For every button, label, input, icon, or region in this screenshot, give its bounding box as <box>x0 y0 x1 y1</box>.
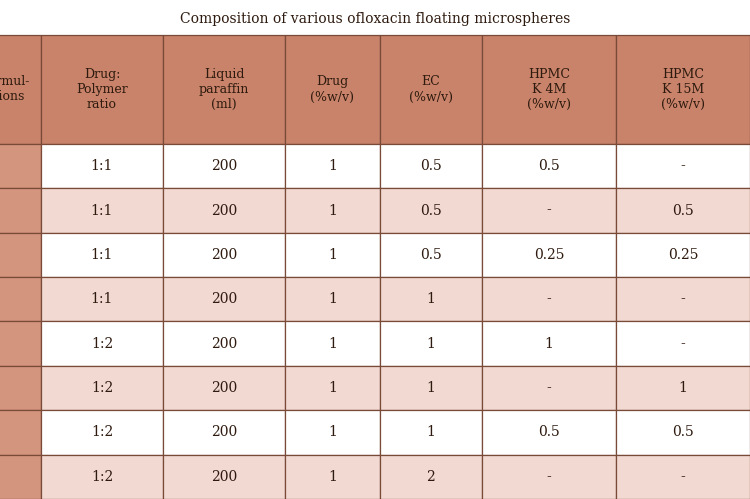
Text: 0.5: 0.5 <box>672 204 694 218</box>
Text: -: - <box>547 204 551 218</box>
Text: 200: 200 <box>211 292 237 306</box>
Text: EC
(%w/v): EC (%w/v) <box>409 75 453 103</box>
Text: 200: 200 <box>211 337 237 351</box>
Text: 1: 1 <box>328 159 337 173</box>
Text: 0.5: 0.5 <box>538 426 560 440</box>
Text: 1:1: 1:1 <box>91 292 113 306</box>
Text: 200: 200 <box>211 381 237 395</box>
Text: 1: 1 <box>427 337 435 351</box>
Text: 1: 1 <box>427 426 435 440</box>
Text: Composition of various ofloxacin floating microspheres: Composition of various ofloxacin floatin… <box>180 12 570 26</box>
Text: 1: 1 <box>427 381 435 395</box>
Text: -: - <box>547 381 551 395</box>
Text: 200: 200 <box>211 159 237 173</box>
Text: 2: 2 <box>427 470 435 484</box>
Text: 0.25: 0.25 <box>668 248 698 262</box>
Text: 1:1: 1:1 <box>91 204 113 218</box>
Text: HPMC
K 4M
(%w/v): HPMC K 4M (%w/v) <box>527 68 571 111</box>
Text: Drug:
Polymer
ratio: Drug: Polymer ratio <box>76 68 128 111</box>
Text: 0.5: 0.5 <box>538 159 560 173</box>
Text: 1:2: 1:2 <box>91 426 113 440</box>
Text: 1: 1 <box>328 381 337 395</box>
Text: 200: 200 <box>211 426 237 440</box>
Text: -: - <box>681 159 686 173</box>
Text: 1: 1 <box>328 426 337 440</box>
Text: 1: 1 <box>427 292 435 306</box>
Text: 0.5: 0.5 <box>420 248 442 262</box>
Text: 1:2: 1:2 <box>91 337 113 351</box>
Text: -: - <box>681 292 686 306</box>
Text: -: - <box>547 470 551 484</box>
Text: Drug
(%w/v): Drug (%w/v) <box>310 75 355 103</box>
Text: 0.5: 0.5 <box>672 426 694 440</box>
Text: HPMC
K 15M
(%w/v): HPMC K 15M (%w/v) <box>661 68 705 111</box>
Text: Liquid
paraffin
(ml): Liquid paraffin (ml) <box>199 68 249 111</box>
Text: 0.5: 0.5 <box>420 204 442 218</box>
Text: 1: 1 <box>328 204 337 218</box>
Text: 1: 1 <box>328 292 337 306</box>
Text: 1:1: 1:1 <box>91 159 113 173</box>
Text: 1: 1 <box>328 248 337 262</box>
Text: 1:2: 1:2 <box>91 470 113 484</box>
Text: 200: 200 <box>211 204 237 218</box>
Text: 1: 1 <box>328 337 337 351</box>
Text: 0.5: 0.5 <box>420 159 442 173</box>
Text: 200: 200 <box>211 470 237 484</box>
Text: Formul-
ations: Formul- ations <box>0 75 30 103</box>
Text: -: - <box>681 337 686 351</box>
Text: 1: 1 <box>544 337 554 351</box>
Text: -: - <box>547 292 551 306</box>
Text: 0.25: 0.25 <box>534 248 564 262</box>
Text: 1:1: 1:1 <box>91 248 113 262</box>
Text: 200: 200 <box>211 248 237 262</box>
Text: 1:2: 1:2 <box>91 381 113 395</box>
Text: 1: 1 <box>328 470 337 484</box>
Text: -: - <box>681 470 686 484</box>
Text: 1: 1 <box>679 381 688 395</box>
